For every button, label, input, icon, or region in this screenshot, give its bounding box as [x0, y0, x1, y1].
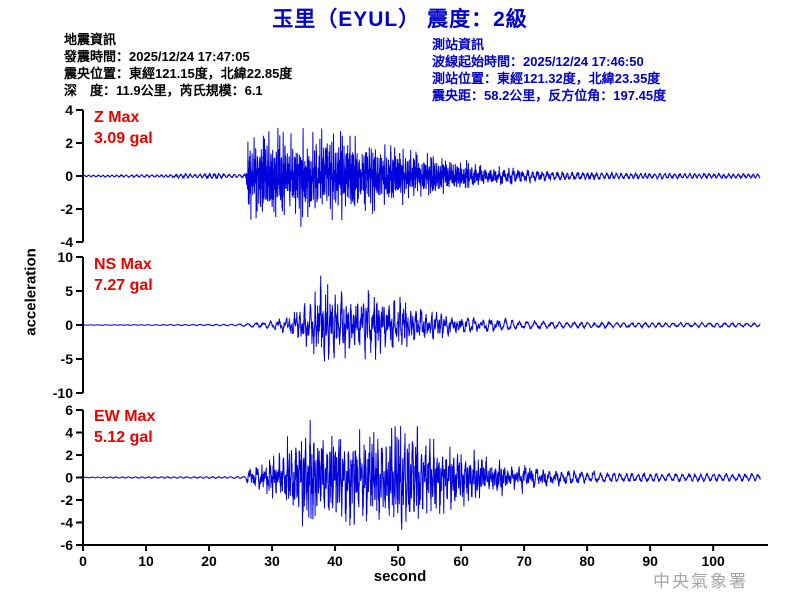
x-tick-label: 80 [579, 553, 595, 569]
x-tick-label: 100 [701, 553, 725, 569]
earthquake-info-block: 地震資訊 發震時間：2025/12/24 17:47:05 震央位置：東經121… [64, 31, 292, 99]
y-tick-label: 2 [65, 135, 73, 151]
agency-watermark: 中央氣象署 [653, 572, 748, 591]
earthquake-info-heading: 地震資訊 [64, 32, 117, 47]
depth-magnitude: 深 度：11.9公里，芮氏規模：6.1 [64, 83, 263, 98]
ew-max-value: 5.12 gal [94, 429, 153, 446]
y-tick-label: -10 [53, 385, 73, 401]
y-tick-label: 5 [65, 283, 73, 299]
waveform-trace-z [82, 127, 761, 228]
station-location: 測站位置：東經121.32度，北緯23.35度 [432, 71, 661, 86]
z-max-label: Z Max 3.09 gal [94, 107, 153, 149]
x-tick-label: 90 [642, 553, 658, 569]
z-max-name: Z Max [94, 109, 140, 126]
y-tick-label: 0 [65, 317, 73, 333]
y-tick-label: 6 [65, 402, 73, 418]
z-max-value: 3.09 gal [94, 130, 153, 147]
y-axis-z [76, 109, 84, 243]
x-axis-label: second [373, 568, 427, 585]
x-tick-label: 60 [453, 553, 469, 569]
station-info-block: 測站資訊 波線起始時間：2025/12/24 17:46:50 測站位置：東經1… [432, 36, 666, 104]
x-tick-label: 50 [390, 553, 406, 569]
origin-time: 發震時間：2025/12/24 17:47:05 [64, 49, 250, 64]
y-axis-label: acceleration [22, 248, 40, 336]
y-tick-label: 2 [65, 447, 73, 463]
y-tick-label: 0 [65, 470, 73, 486]
y-axis-ns [76, 256, 84, 394]
waveform-trace-ns [83, 275, 761, 362]
x-tick-label: 40 [327, 553, 343, 569]
y-tick-label: 10 [57, 249, 73, 265]
y-tick-label: -6 [61, 537, 74, 553]
x-tick-label: 70 [516, 553, 532, 569]
y-tick-label: 4 [65, 425, 73, 441]
x-axis [82, 544, 768, 551]
page-title: 玉里（EYUL） 震度：2級 [272, 8, 528, 31]
epicentral-distance: 震央距：58.2公里，反方位角：197.45度 [432, 88, 667, 103]
y-tick-label: -5 [61, 351, 74, 367]
epicenter-location: 震央位置：東經121.15度，北緯22.85度 [64, 66, 293, 81]
station-info-heading: 測站資訊 [432, 37, 485, 52]
y-tick-label: -2 [61, 201, 74, 217]
y-tick-label: -4 [61, 515, 74, 531]
ns-max-name: NS Max [94, 256, 152, 273]
x-tick-label: 30 [264, 553, 280, 569]
ew-max-name: EW Max [94, 408, 156, 425]
y-tick-label: -4 [61, 234, 74, 250]
x-tick-label: 20 [201, 553, 217, 569]
wave-start-time: 波線起始時間：2025/12/24 17:46:50 [432, 54, 644, 69]
y-tick-label: 4 [65, 102, 73, 118]
x-tick-label: 10 [138, 553, 154, 569]
x-tick-label: 0 [79, 553, 87, 569]
ns-max-value: 7.27 gal [94, 277, 153, 294]
ew-max-label: EW Max 5.12 gal [94, 406, 155, 448]
waveform-trace-ew [82, 419, 761, 530]
y-axis-ew [76, 409, 84, 546]
y-tick-label: 0 [65, 168, 73, 184]
ns-max-label: NS Max 7.27 gal [94, 254, 153, 296]
y-tick-label: -2 [61, 492, 74, 508]
